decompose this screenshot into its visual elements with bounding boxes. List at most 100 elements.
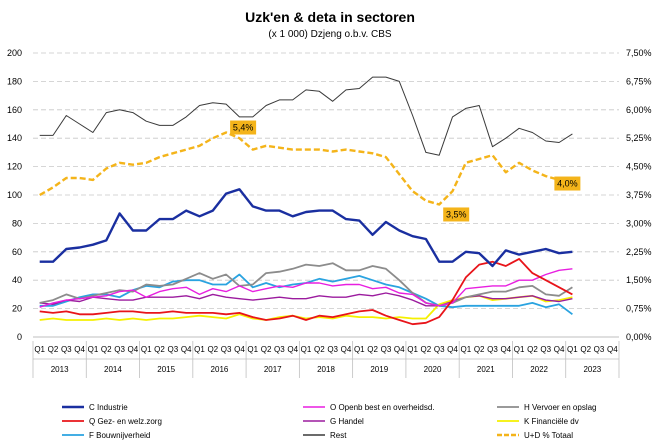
gridlines [33,52,619,338]
x-quarter-label: Q4 [181,345,192,354]
series-line-5 [39,76,573,156]
y-right-tick-label: 0,00% [626,332,652,342]
y-right-tick-label: 3,75% [626,190,652,200]
x-quarter-label: Q2 [527,345,538,354]
y-right-tick-label: 7,50% [626,48,652,58]
x-quarter-label: Q4 [74,345,85,354]
y-right-tick-label: 6,75% [626,76,652,86]
x-quarter-label: Q3 [434,345,445,354]
x-year-label: 2015 [157,365,175,374]
x-quarter-label: Q3 [540,345,551,354]
series-line-3 [39,257,573,326]
data-labels: 5,4% 3,5% 4,0% [230,120,581,222]
x-quarter-label: Q1 [514,345,525,354]
x-quarter-label: Q3 [61,345,72,354]
x-year-label: 2019 [370,365,388,374]
y-axis-left: 0 20 40 60 80 100 120 140 160 180 200 [7,48,22,342]
x-quarter-label: Q3 [487,345,498,354]
x-quarter-label: Q4 [447,345,458,354]
x-quarter-label: Q2 [367,345,378,354]
data-label: 4,0% [557,179,578,189]
x-quarter-label: Q2 [474,345,485,354]
series-lines [39,76,573,326]
legend: C Industrie O Openb best en overheidsd. H … [62,403,597,440]
y-axis-right: 0,00% 0,75% 1,50% 2,25% 3,00% 3,75% 4,50% 5,25%… [626,48,652,342]
y-left-tick-label: 100 [7,190,22,200]
series-line-4 [39,292,573,307]
x-quarter-label: Q4 [607,345,618,354]
y-right-tick-label: 1,50% [626,275,652,285]
y-right-tick-label: 2,25% [626,247,652,257]
x-year-label: 2021 [477,365,495,374]
x-year-label: 2018 [317,365,335,374]
x-quarter-label: Q4 [128,345,139,354]
x-year-label: 2020 [424,365,442,374]
y-right-tick-label: 0,75% [626,304,652,314]
x-quarter-label: Q2 [207,345,218,354]
x-quarter-label: Q3 [274,345,285,354]
x-quarter-label: Q2 [48,345,59,354]
y-left-tick-label: 20 [12,304,22,314]
series-line-8 [39,131,573,206]
x-quarter-label: Q2 [421,345,432,354]
legend-label: Q Gez- en welz.zorg [89,417,162,426]
x-quarter-label: Q1 [354,345,365,354]
legend-label: G Handel [330,417,364,426]
y-left-tick-label: 160 [7,105,22,115]
legend-label: O Openb best en overheidsd. [330,403,435,412]
legend-label: H Vervoer en opslag [524,403,597,412]
x-quarter-label: Q1 [301,345,312,354]
x-quarter-label: Q1 [34,345,45,354]
y-left-tick-label: 40 [12,275,22,285]
x-axis: Q1 Q2 Q3 Q4 Q1 Q2 Q3 Q4 Q1 Q2 Q3 Q4 Q1 Q2 Q3 Q4 Q1 Q2 Q3 Q4… [32,341,620,378]
y-left-tick-label: 140 [7,133,22,143]
x-quarter-label: Q2 [154,345,165,354]
y-left-tick-label: 180 [7,76,22,86]
legend-label: F Bouwnijverheid [89,431,150,440]
chart-subtitle: (x 1 000) Dzjeng o.b.v. CBS [268,29,392,40]
x-quarter-label: Q4 [287,345,298,354]
x-quarter-label: Q4 [341,345,352,354]
data-label-box [443,207,470,222]
legend-label: U+D % Totaal [524,431,573,440]
series-line-0 [39,188,573,268]
x-quarter-label: Q1 [407,345,418,354]
legend-label: C Industrie [89,403,128,412]
x-quarter-label: Q1 [88,345,99,354]
x-year-label: 2022 [530,365,548,374]
x-year-label: 2014 [104,365,122,374]
y-left-tick-label: 0 [17,332,22,342]
x-quarter-label: Q1 [141,345,152,354]
x-quarter-label: Q1 [567,345,578,354]
x-quarter-label: Q3 [168,345,179,354]
data-label-box [554,176,581,191]
x-quarter-label: Q2 [314,345,325,354]
x-quarter-label: Q3 [594,345,605,354]
y-left-tick-label: 80 [12,218,22,228]
y-right-tick-label: 4,50% [626,162,652,172]
y-right-tick-label: 3,00% [626,218,652,228]
x-year-label: 2017 [264,365,282,374]
x-quarter-label: Q3 [381,345,392,354]
y-left-tick-label: 60 [12,247,22,257]
x-quarter-label: Q2 [580,345,591,354]
x-year-label: 2016 [211,365,229,374]
y-left-tick-label: 120 [7,162,22,172]
x-quarter-label: Q1 [194,345,205,354]
data-label-box [230,120,257,135]
x-year-label: 2013 [51,365,69,374]
y-right-tick-label: 6,00% [626,105,652,115]
y-left-tick-label: 200 [7,48,22,58]
legend-label: Rest [330,431,347,440]
x-quarter-label: Q3 [327,345,338,354]
data-label: 5,4% [233,123,254,133]
x-quarter-label: Q2 [101,345,112,354]
x-quarter-label: Q3 [221,345,232,354]
legend-label: K Financiële dv [524,417,579,426]
x-quarter-label: Q4 [394,345,405,354]
x-quarter-label: Q2 [261,345,272,354]
x-year-label: 2023 [583,365,601,374]
x-quarter-label: Q3 [114,345,125,354]
series-line-1 [39,268,573,308]
x-quarter-label: Q4 [554,345,565,354]
